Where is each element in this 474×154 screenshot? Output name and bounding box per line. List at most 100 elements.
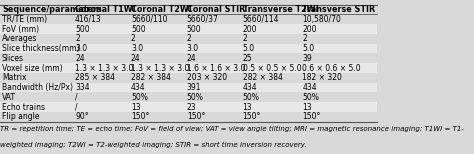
Bar bbox=[73, 73, 129, 83]
Text: 282 × 384: 282 × 384 bbox=[243, 73, 283, 82]
Bar bbox=[73, 24, 129, 34]
Text: 500: 500 bbox=[187, 24, 201, 34]
Text: Slice thickness(mm): Slice thickness(mm) bbox=[2, 44, 79, 53]
Text: Voxel size (mm): Voxel size (mm) bbox=[2, 63, 63, 73]
Bar bbox=[0, 44, 73, 53]
Text: 24: 24 bbox=[131, 54, 141, 63]
Bar bbox=[0, 112, 73, 122]
Text: 500: 500 bbox=[131, 24, 146, 34]
Bar bbox=[129, 24, 185, 34]
Bar bbox=[0, 24, 73, 34]
Text: TR = repetition time; TE = echo time; FoV = field of view; VAT = view angle tilt: TR = repetition time; TE = echo time; Fo… bbox=[0, 126, 464, 132]
Text: 2: 2 bbox=[243, 34, 247, 43]
Bar bbox=[73, 5, 129, 14]
Text: 50%: 50% bbox=[243, 93, 259, 102]
Text: 334: 334 bbox=[75, 83, 90, 92]
Text: 150°: 150° bbox=[187, 112, 205, 121]
Bar bbox=[301, 34, 377, 44]
Bar bbox=[301, 102, 377, 112]
Text: 500: 500 bbox=[75, 24, 90, 34]
Bar bbox=[73, 53, 129, 63]
Text: 5.0: 5.0 bbox=[302, 44, 314, 53]
Text: 434: 434 bbox=[131, 83, 146, 92]
Text: Matrix: Matrix bbox=[2, 73, 27, 82]
Bar bbox=[241, 73, 301, 83]
Text: VAT: VAT bbox=[2, 93, 16, 102]
Text: /: / bbox=[75, 103, 78, 111]
Text: 0.5 × 0.5 × 5.0: 0.5 × 0.5 × 5.0 bbox=[243, 63, 301, 73]
Bar bbox=[185, 53, 241, 63]
Text: 182 × 320: 182 × 320 bbox=[302, 73, 342, 82]
Text: 285 × 384: 285 × 384 bbox=[75, 73, 115, 82]
Text: 24: 24 bbox=[75, 54, 85, 63]
Text: /: / bbox=[75, 93, 78, 102]
Bar bbox=[241, 34, 301, 44]
Bar bbox=[185, 34, 241, 44]
Bar bbox=[185, 83, 241, 92]
Bar bbox=[185, 5, 241, 14]
Text: FoV (mm): FoV (mm) bbox=[2, 24, 39, 34]
Text: 24: 24 bbox=[187, 54, 196, 63]
Text: 2: 2 bbox=[302, 34, 307, 43]
Bar bbox=[129, 44, 185, 53]
Bar bbox=[0, 73, 73, 83]
Bar bbox=[241, 83, 301, 92]
Text: 0.6 × 0.6 × 5.0: 0.6 × 0.6 × 5.0 bbox=[302, 63, 361, 73]
Text: Averages: Averages bbox=[2, 34, 37, 43]
Text: 391: 391 bbox=[187, 83, 201, 92]
Bar bbox=[0, 34, 73, 44]
Bar bbox=[185, 92, 241, 102]
Text: Transverse T2WI: Transverse T2WI bbox=[243, 5, 318, 14]
Text: 5660/37: 5660/37 bbox=[187, 15, 219, 24]
Text: Coronal T1WI: Coronal T1WI bbox=[75, 5, 136, 14]
Bar bbox=[0, 83, 73, 92]
Bar bbox=[0, 92, 73, 102]
Bar bbox=[129, 102, 185, 112]
Text: 203 × 320: 203 × 320 bbox=[187, 73, 227, 82]
Bar bbox=[0, 5, 73, 14]
Text: 50%: 50% bbox=[187, 93, 204, 102]
Bar bbox=[73, 63, 129, 73]
Bar bbox=[301, 5, 377, 14]
Bar bbox=[129, 5, 185, 14]
Text: 1.3 × 1.3 × 3.0: 1.3 × 1.3 × 3.0 bbox=[75, 63, 134, 73]
Bar bbox=[301, 14, 377, 24]
Text: 3.0: 3.0 bbox=[187, 44, 199, 53]
Text: 50%: 50% bbox=[131, 93, 148, 102]
Bar bbox=[241, 63, 301, 73]
Bar bbox=[185, 24, 241, 34]
Text: Flip angle: Flip angle bbox=[2, 112, 39, 121]
Bar bbox=[73, 92, 129, 102]
Text: 10,580/70: 10,580/70 bbox=[302, 15, 341, 24]
Bar bbox=[129, 53, 185, 63]
Bar bbox=[129, 112, 185, 122]
Bar bbox=[73, 14, 129, 24]
Text: 3.0: 3.0 bbox=[75, 44, 87, 53]
Bar bbox=[301, 73, 377, 83]
Bar bbox=[73, 83, 129, 92]
Text: 39: 39 bbox=[302, 54, 312, 63]
Text: 150°: 150° bbox=[243, 112, 261, 121]
Text: 2: 2 bbox=[187, 34, 191, 43]
Text: 1.6 × 1.6 × 3.0: 1.6 × 1.6 × 3.0 bbox=[187, 63, 245, 73]
Bar bbox=[241, 112, 301, 122]
Text: 200: 200 bbox=[302, 24, 317, 34]
Text: Slices: Slices bbox=[2, 54, 24, 63]
Bar bbox=[241, 14, 301, 24]
Bar bbox=[185, 102, 241, 112]
Text: 3.0: 3.0 bbox=[131, 44, 143, 53]
Text: 50%: 50% bbox=[302, 93, 319, 102]
Text: 434: 434 bbox=[243, 83, 257, 92]
Text: 23: 23 bbox=[187, 103, 196, 111]
Bar bbox=[301, 63, 377, 73]
Text: Sequence/parameters: Sequence/parameters bbox=[2, 5, 101, 14]
Text: 5660/110: 5660/110 bbox=[131, 15, 167, 24]
Text: 5660/114: 5660/114 bbox=[243, 15, 279, 24]
Bar bbox=[301, 83, 377, 92]
Bar bbox=[301, 24, 377, 34]
Text: 25: 25 bbox=[243, 54, 252, 63]
Bar bbox=[301, 53, 377, 63]
Text: 90°: 90° bbox=[75, 112, 89, 121]
Text: 150°: 150° bbox=[131, 112, 149, 121]
Bar bbox=[73, 102, 129, 112]
